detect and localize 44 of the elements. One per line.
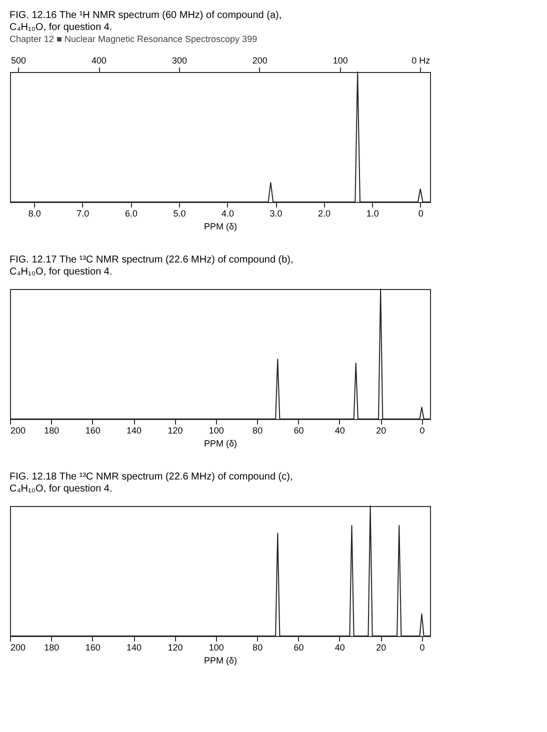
- x-tick-label: 200: [10, 426, 26, 436]
- x2-tick-label: 400: [91, 56, 107, 66]
- x-tick-label: 160: [85, 642, 100, 652]
- x-axis-title: PPM (δ): [204, 222, 238, 232]
- x-tick-label: 100: [208, 642, 224, 652]
- chart-title: FIG. 12.17 The ¹³C NMR spectrum (22.6 MHz) of compound (b), C₄H₁₀O, for question 4.: [10, 254, 294, 278]
- x2-tick-label: 200: [252, 56, 268, 66]
- x-tick-label: 7.0: [76, 208, 90, 218]
- x-tick-label: 60: [294, 642, 304, 652]
- x-tick-label: 60: [294, 426, 304, 436]
- text: Chapter 12 ■ Nuclear Magnetic Resonance Spectroscopy 399: [10, 34, 258, 44]
- x-tick-label: 6.0: [124, 208, 138, 218]
- x2-tick-label: 300: [172, 56, 187, 66]
- x-tick-label: 1.0: [366, 208, 379, 218]
- x-axis-title: PPM (δ): [204, 438, 238, 448]
- x-tick-label: 20: [376, 426, 386, 436]
- chart-title: FIG. 12.18 The ¹³C NMR spectrum (22.6 MHz) of compound (c), C₄H₁₀O, for question 4.: [10, 472, 293, 494]
- x-tick-label: 2.0: [318, 208, 331, 218]
- x-tick-label: 140: [126, 426, 142, 436]
- x-tick-label: 140: [126, 642, 142, 652]
- x-tick-label: 40: [334, 642, 345, 652]
- x-tick-label: 100: [208, 426, 224, 436]
- x-tick-label: 80: [252, 426, 263, 436]
- x-tick-label: 180: [44, 426, 60, 436]
- x-tick-label: 40: [334, 426, 345, 436]
- x-tick-label: 180: [44, 642, 60, 652]
- x-axis-title: PPM (δ): [204, 656, 238, 666]
- x-tick-label: 160: [85, 426, 100, 436]
- x-tick-label: 0: [420, 642, 425, 652]
- chart-title: FIG. 12.16 The ¹H NMR spectrum (60 MHz) of compound (a), C₄H₁₀O, for question 4.: [10, 10, 282, 33]
- x2-tick-label: 500: [11, 56, 26, 66]
- x-tick-label: 0: [420, 426, 425, 436]
- x-tick-label: 0: [418, 208, 424, 218]
- x-tick-label: 20: [376, 642, 386, 652]
- x-tick-label: 120: [168, 426, 183, 436]
- x-tick-label: 8.0: [28, 208, 41, 218]
- x-tick-label: 3.0: [270, 208, 282, 218]
- x-tick-label: 120: [168, 642, 183, 652]
- x-tick-label: 4.0: [221, 208, 234, 218]
- x-tick-label: 200: [10, 642, 26, 652]
- x-tick-label: 5.0: [173, 208, 186, 218]
- x2-tick-label: 0 Hz: [412, 56, 431, 66]
- x2-tick-label: 100: [332, 56, 348, 66]
- x-tick-label: 80: [252, 642, 263, 652]
